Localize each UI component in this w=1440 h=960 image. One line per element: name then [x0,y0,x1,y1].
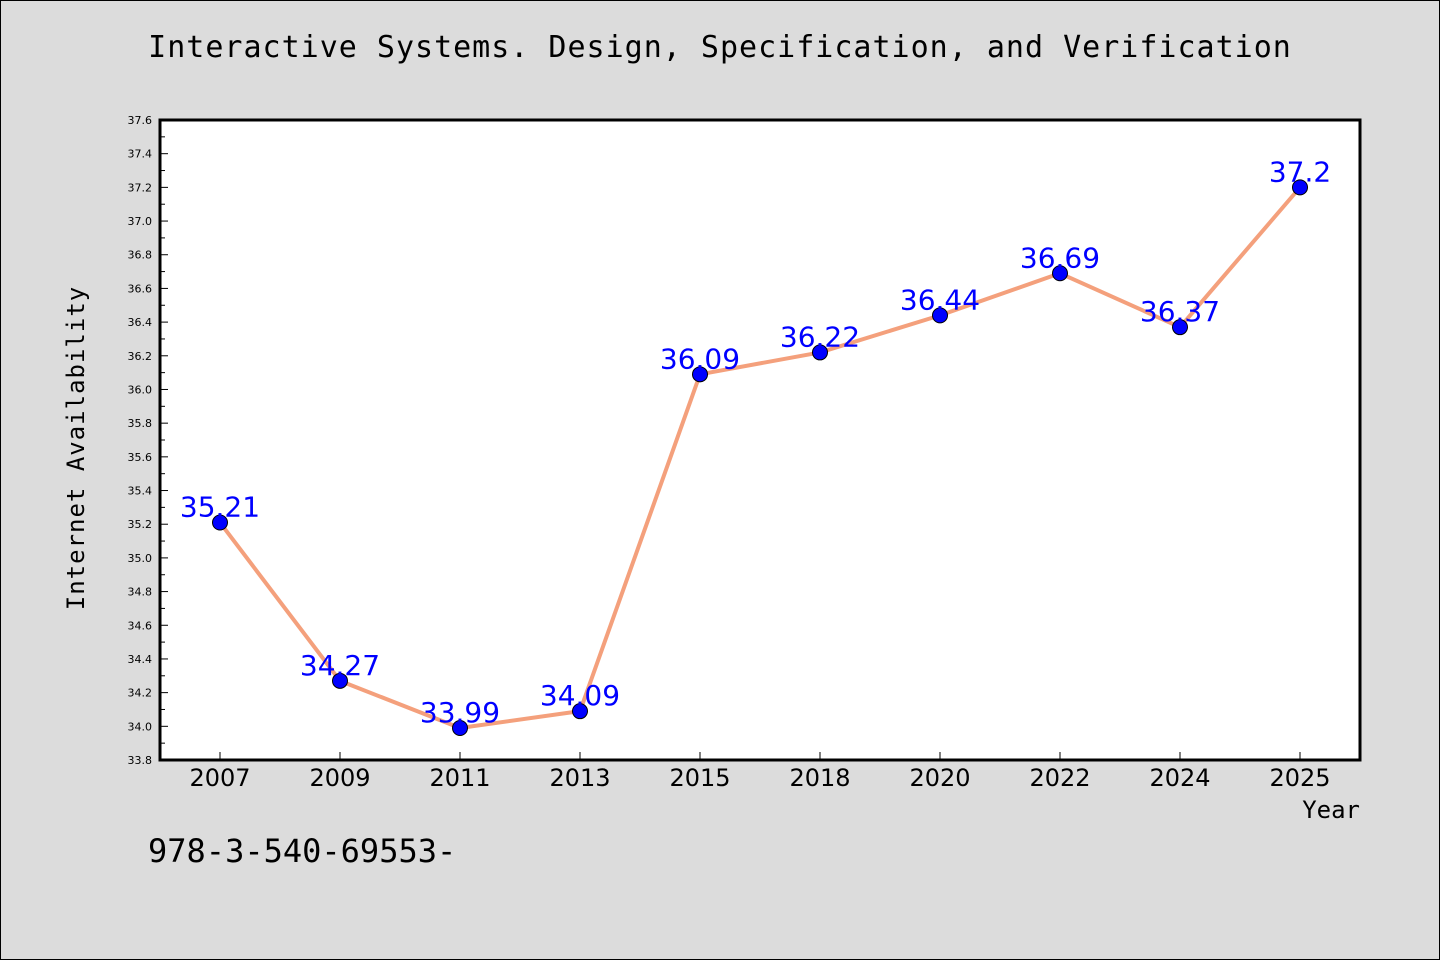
x-tick-label: 2018 [789,764,850,792]
y-tick-label: 35.8 [128,417,153,430]
data-label: 36.37 [1140,295,1220,328]
footnote: 978-3-540-69553- [148,832,457,870]
y-tick-label: 35.4 [128,485,153,498]
x-axis-label: Year [1302,796,1360,824]
data-point [452,720,468,736]
data-point [692,366,708,383]
y-tick-label: 36.2 [128,350,153,363]
data-point [1052,265,1068,282]
y-axis: 33.8 34.0 34.2 34.4 34.6 34.8 35.0 35.2 35.4 35.6… [128,114,168,767]
data-point [1292,179,1308,196]
data-label: 36.09 [660,342,740,375]
y-tick-label: 35.2 [128,518,153,531]
x-tick-label: 2020 [909,764,970,792]
data-label: 36.22 [780,320,860,353]
y-tick-label: 37.4 [128,148,153,161]
y-tick-label: 35.0 [128,552,153,565]
y-tick-label: 35.6 [128,451,153,464]
data-point [332,672,348,689]
y-tick-label: 34.2 [128,687,153,700]
y-tick-label: 36.4 [128,316,153,329]
y-tick-label: 37.0 [128,215,153,228]
series-layer [212,179,1308,736]
data-label: 36.69 [1020,241,1100,274]
y-tick-label: 34.4 [128,653,153,666]
data-label: 33.99 [420,696,500,729]
series-line [218,185,1302,730]
data-label: 34.09 [540,679,620,712]
data-point [932,307,948,324]
data-label: 36.44 [900,283,980,316]
y-tick-label: 34.6 [128,619,153,632]
data-point [572,703,588,720]
x-tick-label: 2009 [309,764,370,792]
data-label: 35.21 [180,491,260,524]
y-tick-label: 34.0 [128,720,153,733]
x-tick-label: 2015 [669,764,730,792]
y-tick-label: 33.8 [128,754,153,767]
data-label-layer: 35.21 34.27 33.99 34.09 36.09 36.22 36.44 36.69… [180,155,1331,729]
y-tick-label: 37.6 [128,114,153,127]
x-tick-label: 2024 [1149,764,1210,792]
x-tick-label: 2025 [1269,764,1330,792]
x-tick-label: 2022 [1029,764,1090,792]
y-tick-label: 36.0 [128,383,153,396]
data-point [212,514,228,531]
data-label: 37.2 [1269,155,1331,188]
x-tick-label: 2011 [429,764,490,792]
y-tick-label: 37.2 [128,181,153,194]
y-tick-label: 36.8 [128,249,153,262]
y-tick-label: 36.6 [128,282,153,295]
x-tick-label: 2007 [189,764,250,792]
y-tick-label: 34.8 [128,586,153,599]
data-point [1172,319,1188,336]
data-label: 34.27 [300,649,380,682]
chart-title: Interactive Systems. Design, Specificati… [148,30,1292,65]
x-tick-label: 2013 [549,764,610,792]
data-point [812,344,828,361]
y-axis-label: Internet Availability [62,285,90,611]
plot-area [158,118,1362,762]
x-axis: 2007 2009 2011 2013 2015 2018 2020 2022 2024 2025 [189,752,1331,792]
